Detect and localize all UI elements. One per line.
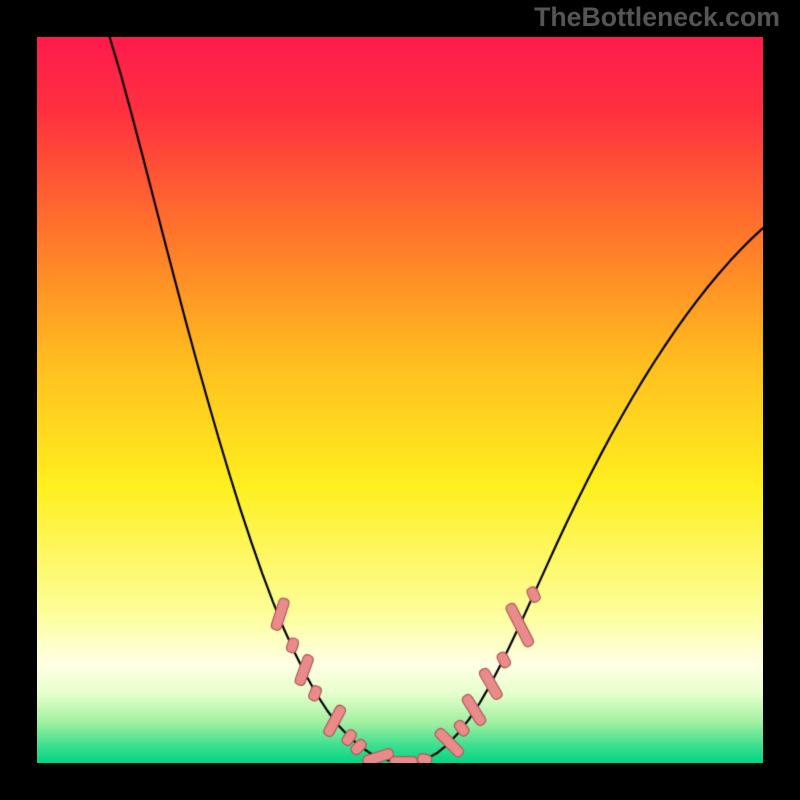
watermark-text: TheBottleneck.com bbox=[534, 2, 780, 33]
chart-curve-canvas bbox=[37, 37, 763, 763]
chart-frame: TheBottleneck.com bbox=[0, 0, 800, 800]
chart-canvas-wrap bbox=[37, 37, 763, 763]
